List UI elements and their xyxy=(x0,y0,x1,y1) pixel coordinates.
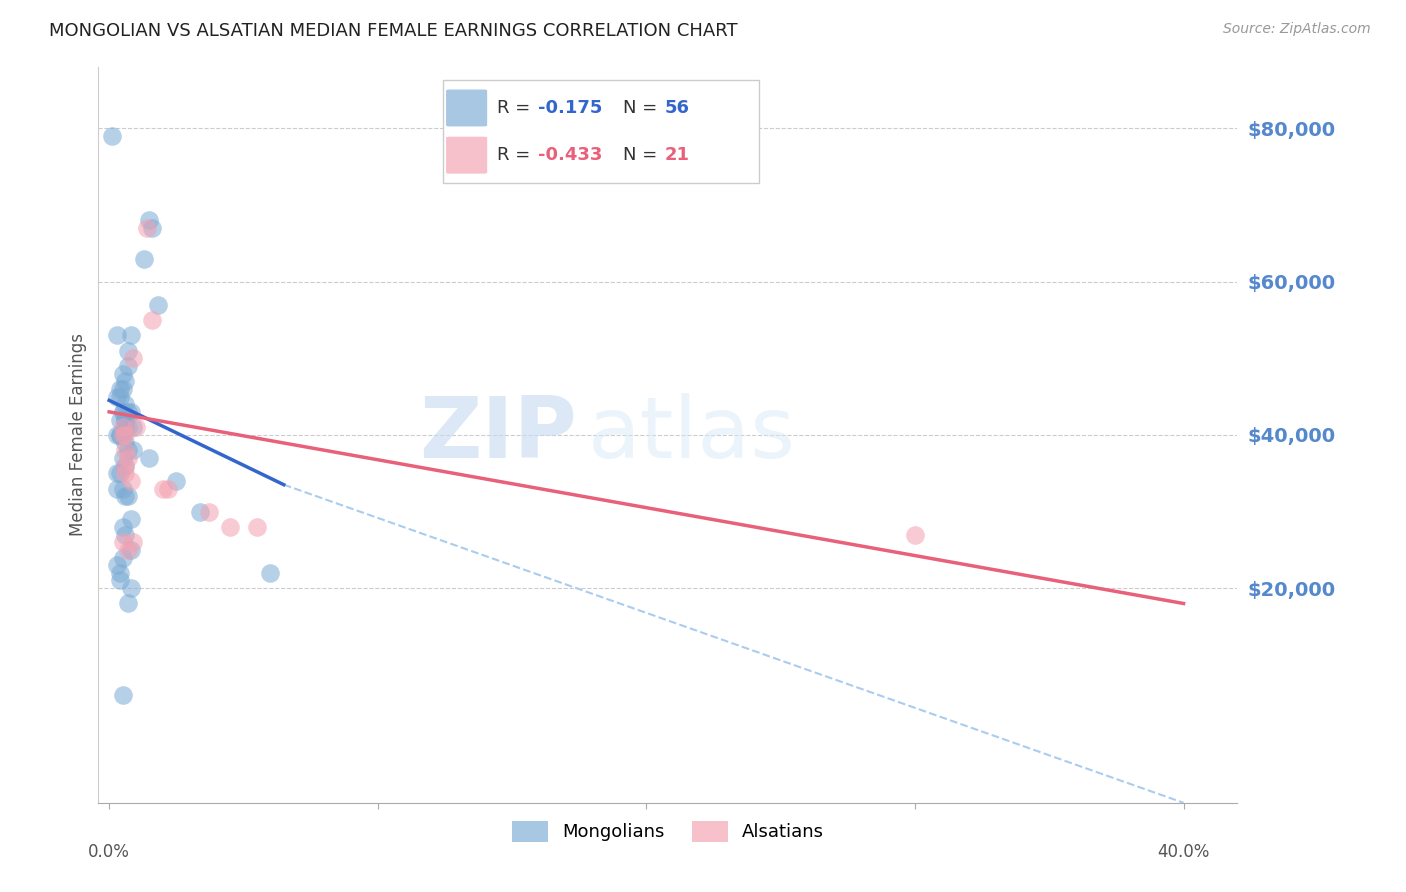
Point xyxy=(117,343,139,358)
Point xyxy=(101,128,124,143)
Point xyxy=(111,450,134,465)
Point xyxy=(111,428,134,442)
Point xyxy=(117,359,139,373)
Point xyxy=(120,542,142,557)
Text: N =: N = xyxy=(623,99,658,117)
Point xyxy=(111,405,134,419)
Point xyxy=(108,412,131,426)
Point xyxy=(105,558,128,573)
Point xyxy=(114,435,136,450)
Point xyxy=(122,351,145,366)
Point xyxy=(114,428,136,442)
Point xyxy=(114,374,136,388)
Point xyxy=(111,520,134,534)
Point xyxy=(246,520,269,534)
FancyBboxPatch shape xyxy=(446,89,486,127)
Point xyxy=(108,428,131,442)
Point xyxy=(114,466,136,480)
Point xyxy=(108,574,131,588)
Point xyxy=(108,466,131,480)
Point xyxy=(105,390,128,404)
FancyBboxPatch shape xyxy=(443,80,759,183)
Point xyxy=(117,443,139,458)
Point xyxy=(190,504,212,518)
Point xyxy=(111,420,134,434)
Point xyxy=(138,450,160,465)
Point xyxy=(120,328,142,343)
Point xyxy=(111,428,134,442)
FancyBboxPatch shape xyxy=(446,136,486,174)
Point xyxy=(114,412,136,426)
Point xyxy=(117,597,139,611)
Point xyxy=(146,297,169,311)
Point xyxy=(114,458,136,473)
Point xyxy=(141,220,163,235)
Point xyxy=(105,482,128,496)
Point xyxy=(111,550,134,565)
Point xyxy=(108,428,131,442)
Point xyxy=(120,405,142,419)
Point xyxy=(904,527,927,541)
Text: -0.433: -0.433 xyxy=(537,146,602,164)
Point xyxy=(108,390,131,404)
Point xyxy=(120,581,142,595)
Text: 40.0%: 40.0% xyxy=(1157,843,1209,862)
Point xyxy=(117,489,139,503)
Point xyxy=(111,367,134,381)
Legend: Mongolians, Alsatians: Mongolians, Alsatians xyxy=(505,814,831,849)
Text: atlas: atlas xyxy=(588,393,796,476)
Point xyxy=(197,504,219,518)
Point xyxy=(105,466,128,480)
Text: R =: R = xyxy=(496,146,530,164)
Text: Source: ZipAtlas.com: Source: ZipAtlas.com xyxy=(1223,22,1371,37)
Point xyxy=(108,382,131,396)
Text: ZIP: ZIP xyxy=(419,393,576,476)
Point xyxy=(219,520,242,534)
Point xyxy=(259,566,281,580)
Point xyxy=(117,450,139,465)
Point xyxy=(117,542,139,557)
Point xyxy=(125,420,148,434)
Point xyxy=(105,328,128,343)
Point xyxy=(117,420,139,434)
Point xyxy=(111,382,134,396)
Y-axis label: Median Female Earnings: Median Female Earnings xyxy=(69,334,87,536)
Point xyxy=(141,313,163,327)
Point xyxy=(111,689,134,703)
Text: -0.175: -0.175 xyxy=(537,99,602,117)
Point xyxy=(108,566,131,580)
Point xyxy=(138,213,160,227)
Point xyxy=(165,474,187,488)
Point xyxy=(120,474,142,488)
Text: 21: 21 xyxy=(665,146,689,164)
Point xyxy=(114,412,136,426)
Point xyxy=(117,405,139,419)
Point xyxy=(111,482,134,496)
Point xyxy=(114,458,136,473)
Point xyxy=(122,420,145,434)
Point xyxy=(114,489,136,503)
Point xyxy=(114,397,136,411)
Point xyxy=(135,220,157,235)
Point xyxy=(114,420,136,434)
Point xyxy=(122,443,145,458)
Point xyxy=(122,535,145,549)
Text: MONGOLIAN VS ALSATIAN MEDIAN FEMALE EARNINGS CORRELATION CHART: MONGOLIAN VS ALSATIAN MEDIAN FEMALE EARN… xyxy=(49,22,738,40)
Text: R =: R = xyxy=(496,99,530,117)
Point xyxy=(132,252,155,266)
Text: 0.0%: 0.0% xyxy=(89,843,131,862)
Text: 56: 56 xyxy=(665,99,689,117)
Point xyxy=(114,443,136,458)
Point xyxy=(111,535,134,549)
Point xyxy=(152,482,174,496)
Point xyxy=(120,512,142,526)
Point xyxy=(157,482,180,496)
Point xyxy=(111,405,134,419)
Text: N =: N = xyxy=(623,146,658,164)
Point xyxy=(114,527,136,541)
Point xyxy=(105,428,128,442)
